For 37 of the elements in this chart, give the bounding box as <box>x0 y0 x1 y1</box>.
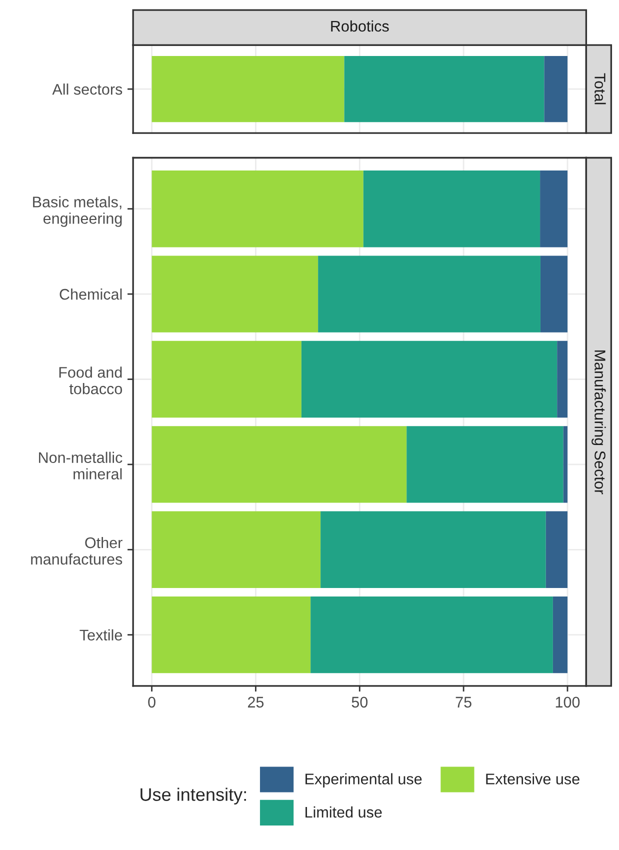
bar <box>540 170 568 248</box>
chart-title: Robotics <box>331 20 389 32</box>
y-tick-label: All sectors <box>52 84 122 95</box>
x-tick-label: 75 <box>456 696 472 708</box>
bar <box>152 596 311 674</box>
bar <box>152 426 407 503</box>
bar <box>152 511 321 588</box>
bar <box>310 596 553 674</box>
y-tick-label: Other manufactures <box>31 536 122 565</box>
bar <box>152 170 364 248</box>
y-tick-label: Textile <box>80 629 122 641</box>
text: Manufacturing Sector <box>592 350 606 494</box>
x-tick-label: 50 <box>352 696 368 708</box>
legend-label: Extensive use <box>486 773 580 784</box>
x-tick-label: 0 <box>148 696 156 708</box>
bar <box>320 511 546 588</box>
bar <box>563 426 568 503</box>
bar <box>318 256 540 332</box>
bar <box>152 256 318 332</box>
legend-title: Use intensity: <box>140 788 246 805</box>
y-tick-label: Basic metals, engineering <box>33 196 122 227</box>
y-tick-label: Food and tobacco <box>59 366 122 394</box>
legend-label: Experimental use <box>306 773 422 788</box>
legend-label: Limited use <box>306 806 382 818</box>
x-tick-label: 25 <box>248 696 264 708</box>
bar <box>152 340 302 418</box>
x-tick-label: 100 <box>556 696 580 708</box>
bar <box>363 170 540 248</box>
bar <box>406 426 564 503</box>
bar <box>552 596 568 674</box>
bar <box>546 511 568 588</box>
y-tick-label: Non-metallic mineral <box>39 452 122 480</box>
bar <box>557 340 568 418</box>
text: Total <box>594 73 606 104</box>
bar <box>540 256 568 332</box>
bar <box>301 340 558 418</box>
y-tick-label: Chemical <box>60 288 122 300</box>
